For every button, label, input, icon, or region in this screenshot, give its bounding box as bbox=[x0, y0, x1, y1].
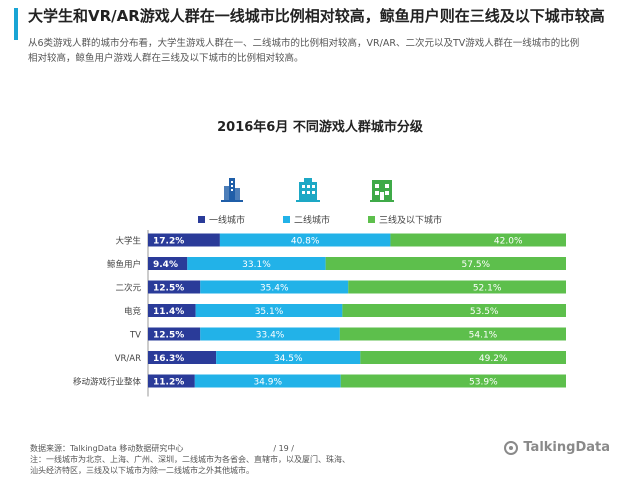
data-label: 35.4% bbox=[260, 284, 289, 294]
footer-source: 数据来源：TalkingData 移动数据研究中心 bbox=[30, 444, 184, 453]
bar-segment bbox=[148, 304, 196, 317]
small-building-icon bbox=[370, 180, 394, 202]
bar-segment bbox=[340, 374, 566, 388]
category-label: 移动游戏行业整体 bbox=[73, 377, 142, 388]
legend-label-tier2: 二线城市 bbox=[294, 216, 331, 226]
data-label: 9.4% bbox=[153, 260, 178, 270]
legend-swatch-tier1 bbox=[198, 216, 205, 223]
data-label: 57.5% bbox=[462, 260, 491, 270]
data-label: 49.2% bbox=[479, 354, 508, 364]
bar-segment bbox=[342, 304, 566, 317]
data-label: 54.1% bbox=[469, 331, 498, 341]
bar-segment bbox=[325, 257, 566, 270]
bar-segment bbox=[194, 374, 341, 388]
chart-legend: 一线城市 二线城市 三线及以下城市 bbox=[198, 213, 442, 226]
data-label: 53.9% bbox=[469, 378, 498, 388]
data-label: 12.5% bbox=[153, 331, 184, 341]
legend-item-tier2: 二线城市 bbox=[283, 213, 330, 226]
bar-segment bbox=[148, 351, 217, 364]
category-label: 电竞 bbox=[124, 306, 142, 317]
legend-item-tier1: 一线城市 bbox=[198, 213, 245, 226]
bar-segment bbox=[187, 257, 326, 270]
data-label: 35.1% bbox=[255, 307, 284, 317]
data-label: 33.1% bbox=[242, 260, 271, 270]
data-label: 40.8% bbox=[291, 237, 320, 247]
footer: 数据来源：TalkingData 移动数据研究中心 / 19 / 注：一线城市为北… bbox=[30, 443, 350, 476]
data-label: 34.5% bbox=[274, 354, 303, 364]
bar-segment bbox=[195, 304, 343, 317]
bar-segment bbox=[360, 351, 566, 364]
data-label: 42.0% bbox=[494, 237, 523, 247]
stacked-bar-chart: 大学生 17.2% 40.8% 42.0% 鲸鱼用户 9.4% 33.1% 57.5% 二次元 1… bbox=[73, 230, 566, 397]
bar-segment bbox=[339, 327, 566, 341]
bar-segment bbox=[216, 351, 361, 364]
bar-segment bbox=[200, 280, 349, 294]
category-label: 大学生 bbox=[115, 236, 141, 247]
brand-name: TalkingData bbox=[523, 440, 610, 455]
data-label: 53.5% bbox=[470, 307, 499, 317]
legend-item-tier3: 三线及以下城市 bbox=[368, 213, 442, 226]
data-label: 16.3% bbox=[153, 354, 184, 364]
data-label: 52.1% bbox=[473, 284, 502, 294]
legend-swatch-tier2 bbox=[283, 216, 291, 223]
talkingdata-logo-icon bbox=[504, 440, 519, 455]
title-accent-bar bbox=[14, 8, 18, 40]
footer-note-line1: 注：一线城市为北京、上海、广州、深圳，二线城市为各省会、直辖市，以及厦门、珠海、 bbox=[30, 455, 350, 464]
bar-segment bbox=[200, 327, 340, 341]
data-label: 12.5% bbox=[153, 284, 184, 294]
page-number: / 19 / bbox=[273, 444, 294, 453]
bar-segment bbox=[148, 327, 201, 341]
office-building-icon bbox=[296, 178, 320, 202]
legend-swatch-tier3 bbox=[368, 216, 376, 223]
bar-segment bbox=[148, 233, 220, 247]
data-label: 11.4% bbox=[153, 307, 184, 317]
bar-segment bbox=[219, 233, 391, 247]
category-label: 二次元 bbox=[115, 283, 141, 294]
chart-title: 2016年6月 不同游戏人群城市分级 bbox=[217, 120, 423, 135]
data-label: 34.9% bbox=[253, 378, 282, 388]
bar-segment bbox=[148, 280, 201, 294]
data-label: 17.2% bbox=[153, 237, 184, 247]
category-label: TV bbox=[129, 331, 141, 341]
category-label: VR/AR bbox=[115, 354, 141, 364]
bar-segment bbox=[148, 257, 188, 270]
legend-label-tier1: 一线城市 bbox=[209, 216, 246, 226]
page-title: 大学生和VR/AR游戏人群在一线城市比例相对较高，鲸鱼用户则在三线及以下城市较高 bbox=[28, 7, 605, 25]
legend-label-tier3: 三线及以下城市 bbox=[379, 216, 443, 226]
skyscraper-icon bbox=[221, 178, 243, 202]
bar-segment bbox=[148, 374, 195, 388]
category-label: 鲸鱼用户 bbox=[107, 259, 141, 270]
bar-segment bbox=[348, 280, 566, 294]
bar-segment bbox=[390, 233, 566, 247]
brand-logo: TalkingData bbox=[504, 440, 610, 455]
page-subtitle: 从6类游戏人群的城市分布看，大学生游戏人群在一、二线城市的比例相对较高，VR/A… bbox=[28, 38, 580, 64]
data-label: 33.4% bbox=[256, 331, 285, 341]
data-label: 11.2% bbox=[153, 378, 184, 388]
footer-note-line2: 汕头经济特区，三线及以下城市为除一二线城市之外其他城市。 bbox=[30, 466, 254, 475]
